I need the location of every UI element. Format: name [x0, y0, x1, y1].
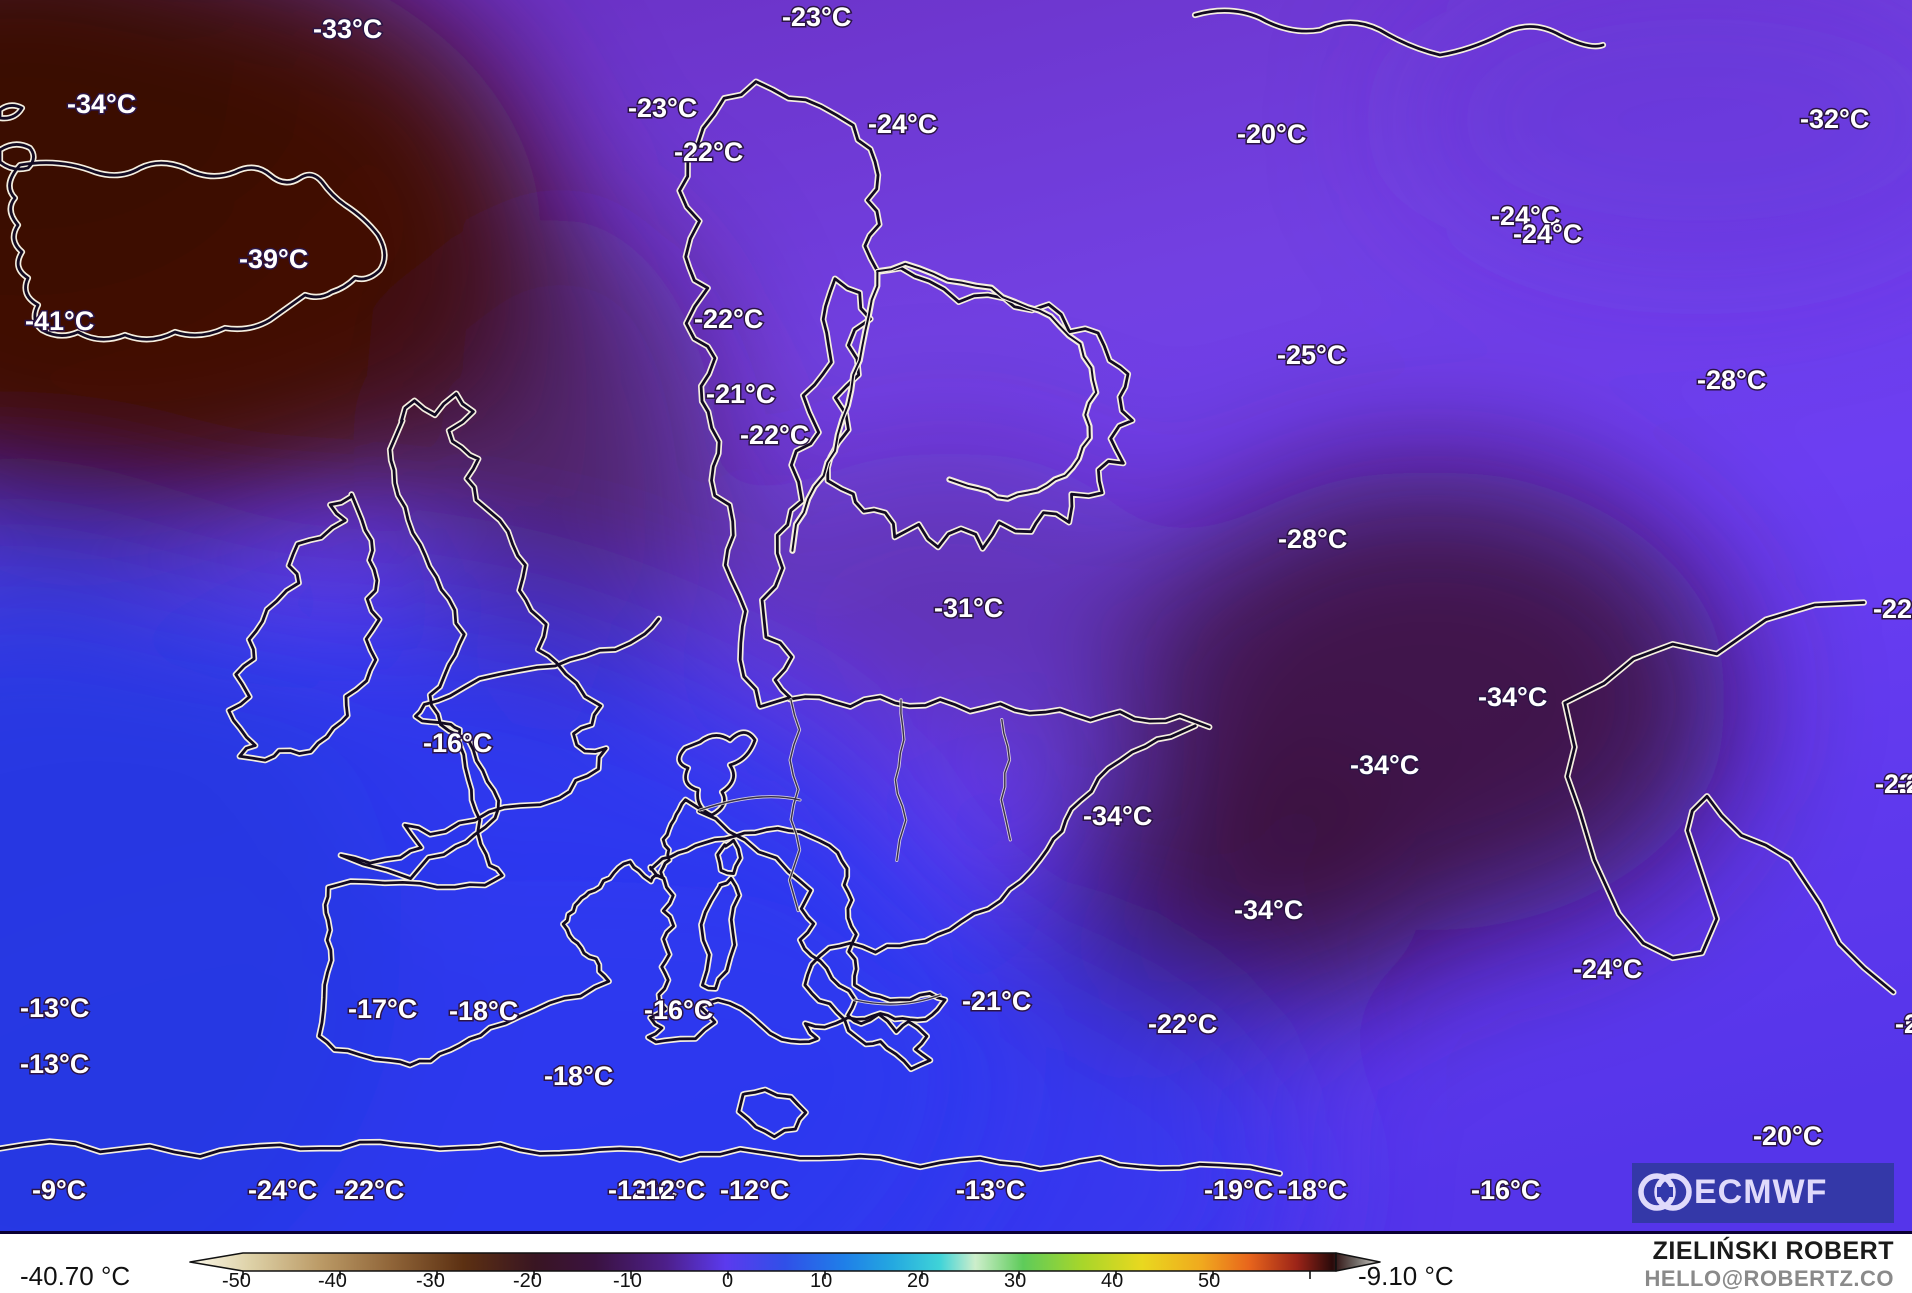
svg-text:-39°C: -39°C	[239, 244, 308, 274]
svg-text:-13°C: -13°C	[20, 1049, 89, 1079]
svg-text:-34°C: -34°C	[1083, 801, 1152, 831]
svg-text:-24°C: -24°C	[1573, 954, 1642, 984]
svg-text:-33°C: -33°C	[313, 14, 382, 44]
svg-text:-18°C: -18°C	[1278, 1175, 1347, 1205]
svg-text:-24°C: -24°C	[1513, 219, 1582, 249]
svg-text:-41°C: -41°C	[25, 306, 94, 336]
svg-text:-19°C: -19°C	[1204, 1175, 1273, 1205]
svg-text:-18°C: -18°C	[544, 1061, 613, 1091]
svg-text:-13°C: -13°C	[956, 1175, 1025, 1205]
svg-text:-13°C: -13°C	[20, 993, 89, 1023]
svg-text:-34°C: -34°C	[67, 89, 136, 119]
svg-text:-34°C: -34°C	[1234, 895, 1303, 925]
svg-text:-21°C: -21°C	[706, 379, 775, 409]
svg-text:-22°C: -22°C	[740, 420, 809, 450]
svg-text:-12°C: -12°C	[720, 1175, 789, 1205]
svg-text:-21°C: -21°C	[1897, 769, 1912, 799]
svg-text:-16°C: -16°C	[423, 728, 492, 758]
svg-text:-18°C: -18°C	[449, 996, 518, 1026]
svg-text:-28°C: -28°C	[1697, 365, 1766, 395]
svg-text:-9°C: -9°C	[32, 1175, 86, 1205]
svg-text:-20°C: -20°C	[1237, 119, 1306, 149]
svg-text:-21°C: -21°C	[1895, 1009, 1912, 1039]
svg-text:-16°C: -16°C	[644, 995, 713, 1025]
svg-text:-34°C: -34°C	[1478, 682, 1547, 712]
svg-text:-20°C: -20°C	[1753, 1121, 1822, 1151]
svg-text:-32°C: -32°C	[1800, 104, 1869, 134]
svg-text:-34°C: -34°C	[1350, 750, 1419, 780]
svg-text:-24°C: -24°C	[868, 109, 937, 139]
svg-text:-22°C: -22°C	[335, 1175, 404, 1205]
svg-text:-22°C: -22°C	[694, 304, 763, 334]
svg-text:-22°C: -22°C	[674, 137, 743, 167]
svg-text:-12°C: -12°C	[636, 1175, 705, 1205]
svg-text:-23°C: -23°C	[782, 2, 851, 32]
svg-text:-22°C: -22°C	[1873, 594, 1912, 624]
svg-text:-28°C: -28°C	[1278, 524, 1347, 554]
svg-text:-23°C: -23°C	[628, 93, 697, 123]
svg-text:-24°C: -24°C	[248, 1175, 317, 1205]
svg-text:-31°C: -31°C	[934, 593, 1003, 623]
svg-text:ECMWF: ECMWF	[1694, 1173, 1827, 1211]
svg-text:-16°C: -16°C	[1471, 1175, 1540, 1205]
svg-text:-21°C: -21°C	[962, 986, 1031, 1016]
svg-text:-17°C: -17°C	[348, 994, 417, 1024]
svg-text:-25°C: -25°C	[1277, 340, 1346, 370]
svg-text:-22°C: -22°C	[1148, 1009, 1217, 1039]
